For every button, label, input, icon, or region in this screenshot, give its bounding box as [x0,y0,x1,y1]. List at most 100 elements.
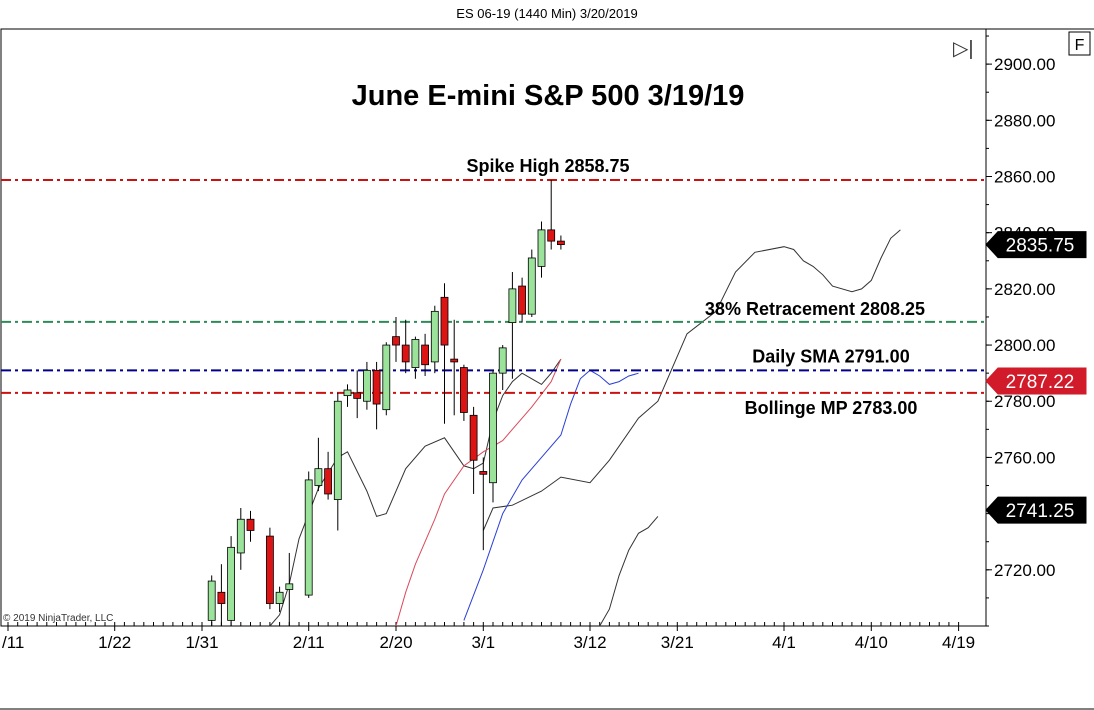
price-tag-label: 2741.25 [1006,501,1075,522]
candle [421,333,430,376]
price-tags: 2835.75 2787.22 2741.25 [985,231,1087,524]
candle [275,586,284,612]
series-bollinger-upper [482,229,901,531]
candle [459,364,468,421]
f-button-label[interactable]: F [1075,37,1085,54]
candles [207,180,565,626]
x-axis-ticks: /11 1/22 1/31 2/11 2/20 3/1 3/12 3/21 4/1 4/10 4/1… [2,622,975,652]
label-bollinge-mp: Bollinge MP 2783.00 [745,398,918,418]
candle [498,345,507,391]
price-tag-red: 2787.22 [985,367,1087,395]
candle-body [459,367,468,413]
candle [469,406,478,494]
x-tick-label: 1/31 [185,633,218,652]
chart-title: June E-mini S&P 500 3/19/19 [352,80,745,112]
plot-area [0,28,987,627]
candle-body [227,546,236,621]
candle-body [508,288,517,323]
y-axis-ticks: 2720.002760.002780.002800.002820.002840.… [986,35,1055,627]
candle-body [343,389,352,397]
y-tick-label: 2880.00 [994,111,1055,130]
play-end-icon[interactable]: ▷| [953,38,974,60]
candle [314,437,323,492]
y-tick-label: 2860.00 [994,167,1055,186]
candle [489,370,497,503]
candle-body [537,229,546,267]
y-tick-label: 2780.00 [994,392,1055,411]
candle-body [557,240,565,246]
price-tag-label: 2835.75 [1006,236,1075,257]
candle-body [353,392,362,399]
candle-body [217,591,226,604]
candle-body [324,468,333,495]
candle [236,508,245,570]
candle-body [450,358,459,363]
candle [285,552,294,626]
price-tag-shape [985,231,1087,259]
candle [343,384,352,407]
annotations: Spike High 2858.75 38% Retracement 2808.2… [466,156,925,418]
candle [430,305,439,374]
candle-body [304,479,313,596]
price-tag-shape [985,367,1087,395]
y-tick-label: 2800.00 [994,336,1055,355]
candle-body [498,347,507,374]
candle-body [430,310,439,363]
y-tick-label: 2760.00 [994,448,1055,467]
candle-body [401,344,410,363]
candle-body [285,583,294,590]
candle [265,527,274,610]
x-tick-label: 1/22 [98,633,131,652]
candle-body [518,285,526,315]
candle-body [489,372,497,484]
candle [527,249,536,317]
candle [324,451,333,500]
x-tick-label: 4/19 [942,633,975,652]
candle [440,283,449,424]
candle [333,392,342,531]
candle-body [411,339,420,368]
candle [450,319,459,416]
series-bollinger-lower [269,358,562,627]
candle [304,471,313,598]
candle [362,361,371,410]
candle-body [265,535,274,604]
candle-body [479,471,488,475]
candle [217,564,226,626]
f-button[interactable] [1068,31,1091,56]
candle [518,277,526,323]
candle [537,221,546,278]
indicator-series [269,229,901,627]
label-38-retracement: 38% Retracement 2808.25 [705,299,925,319]
candle [508,272,517,379]
chart-header: ES 06-19 (1440 Min) 3/20/2019 [456,6,638,21]
price-tag-shape [985,496,1087,524]
label-daily-sma: Daily SMA 2791.00 [752,346,909,366]
candle-body [362,369,371,402]
x-tick-label: 4/1 [772,633,796,652]
candle [401,319,410,374]
price-tag-label: 2787.22 [1006,372,1075,393]
candle [479,457,488,551]
x-tick-label: 4/10 [855,633,888,652]
series-sma-blue [463,369,639,621]
x-tick-label: 2/11 [293,633,325,652]
candle [382,342,391,416]
candle-body [392,336,400,346]
price-tag-black: 2741.25 [985,496,1087,524]
candle-body [527,257,536,315]
candle-body [469,414,478,461]
candle-body [246,518,255,531]
x-tick-label: 3/12 [573,633,606,652]
candle-body [547,229,556,242]
candle-body [440,296,449,346]
y-tick-label: 2820.00 [994,280,1055,299]
x-tick-label: 3/1 [471,633,495,652]
y-tick-label: 2900.00 [994,55,1055,74]
x-tick-label: 2/20 [379,633,412,652]
candle-body [382,344,391,411]
candle [411,336,420,379]
label-spike-high: Spike High 2858.75 [466,156,629,176]
candle [392,316,400,362]
